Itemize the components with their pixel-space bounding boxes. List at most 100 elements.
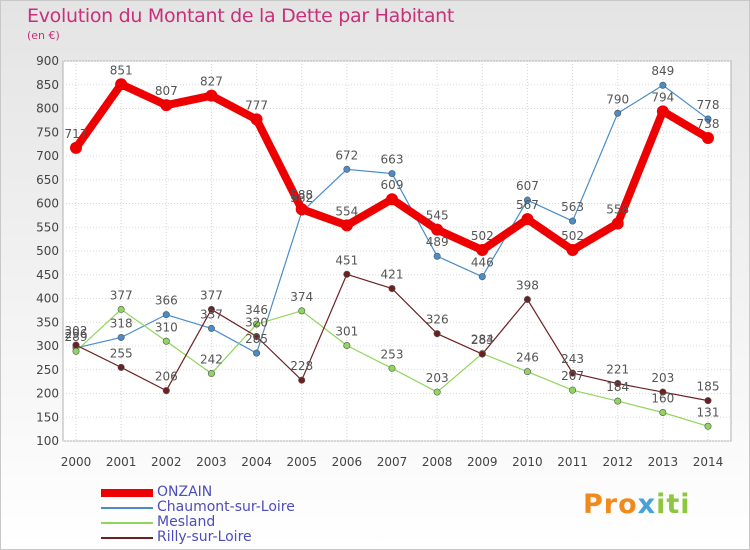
data-label: 558 bbox=[606, 202, 629, 216]
x-tick-label: 2004 bbox=[241, 455, 272, 469]
data-label: 185 bbox=[697, 380, 720, 394]
data-label: 851 bbox=[110, 63, 133, 77]
data-point bbox=[523, 368, 531, 376]
legend-swatch bbox=[101, 488, 153, 497]
y-tick-label: 900 bbox=[36, 54, 59, 68]
data-label: 790 bbox=[606, 92, 629, 106]
legend-label: Mesland bbox=[157, 514, 216, 530]
data-label: 398 bbox=[516, 278, 539, 292]
data-label: 849 bbox=[651, 64, 674, 78]
data-point bbox=[340, 219, 353, 232]
data-label: 289 bbox=[65, 330, 88, 344]
chart-title: Evolution du Montant de la Dette par Hab… bbox=[27, 5, 455, 27]
x-tick-label: 2012 bbox=[602, 455, 633, 469]
data-label: 738 bbox=[697, 117, 720, 131]
data-point bbox=[659, 388, 667, 396]
data-label: 284 bbox=[471, 333, 494, 347]
y-tick-label: 100 bbox=[36, 434, 59, 448]
data-point bbox=[162, 387, 170, 395]
data-label: 502 bbox=[471, 229, 494, 243]
x-tick-label: 2013 bbox=[648, 455, 679, 469]
y-tick-label: 800 bbox=[36, 102, 59, 116]
data-label: 221 bbox=[606, 363, 629, 377]
data-point bbox=[207, 324, 215, 332]
data-label: 778 bbox=[697, 98, 720, 112]
data-label: 588 bbox=[290, 188, 313, 202]
data-point bbox=[431, 223, 444, 236]
data-label: 203 bbox=[651, 371, 674, 385]
y-tick-label: 450 bbox=[36, 268, 59, 282]
data-label: 777 bbox=[245, 98, 268, 112]
data-point bbox=[343, 165, 351, 173]
data-point bbox=[162, 337, 170, 345]
legend-swatch bbox=[101, 536, 153, 539]
data-label: 563 bbox=[561, 200, 584, 214]
data-point bbox=[433, 330, 441, 338]
data-point bbox=[298, 376, 306, 384]
y-tick-label: 350 bbox=[36, 315, 59, 329]
legend-swatch bbox=[101, 506, 153, 509]
data-point bbox=[569, 386, 577, 394]
data-label: 285 bbox=[245, 332, 268, 346]
y-tick-label: 150 bbox=[36, 410, 59, 424]
y-tick-label: 200 bbox=[36, 387, 59, 401]
data-point bbox=[476, 244, 489, 257]
data-point bbox=[702, 131, 714, 144]
x-tick-label: 2001 bbox=[106, 455, 137, 469]
y-tick-label: 600 bbox=[36, 197, 59, 211]
data-point bbox=[72, 347, 80, 355]
data-point bbox=[656, 105, 669, 118]
data-point bbox=[478, 273, 486, 281]
data-label: 228 bbox=[290, 359, 313, 373]
data-label: 827 bbox=[200, 75, 223, 89]
data-point bbox=[386, 193, 398, 206]
data-label: 807 bbox=[155, 84, 178, 98]
x-tick-label: 2000 bbox=[61, 455, 92, 469]
data-label: 582 bbox=[290, 191, 313, 205]
x-tick-label: 2010 bbox=[512, 455, 543, 469]
legend-label: Chaumont-sur-Loire bbox=[157, 499, 295, 515]
y-tick-label: 500 bbox=[36, 244, 59, 258]
data-label: 672 bbox=[335, 148, 358, 162]
data-label: 663 bbox=[381, 153, 404, 167]
data-label: 554 bbox=[335, 204, 358, 218]
chart-unit: (en €) bbox=[27, 29, 60, 42]
data-point bbox=[523, 196, 531, 204]
data-label: 255 bbox=[110, 346, 133, 360]
data-label: 489 bbox=[426, 235, 449, 249]
data-point bbox=[569, 217, 577, 225]
data-label: 717 bbox=[65, 127, 88, 141]
data-point bbox=[250, 113, 263, 126]
data-label: 374 bbox=[290, 290, 313, 304]
data-label: 609 bbox=[381, 178, 404, 192]
x-tick-label: 2009 bbox=[467, 455, 498, 469]
data-point bbox=[659, 81, 667, 89]
x-tick-label: 2008 bbox=[422, 455, 453, 469]
legend-label: Rilly-sur-Loire bbox=[157, 529, 252, 545]
data-label: 203 bbox=[426, 371, 449, 385]
data-point bbox=[117, 363, 125, 371]
data-point bbox=[614, 380, 622, 388]
y-tick-label: 300 bbox=[36, 339, 59, 353]
data-label: 184 bbox=[606, 380, 629, 394]
y-tick-label: 700 bbox=[36, 149, 59, 163]
data-point bbox=[343, 342, 351, 350]
data-point bbox=[523, 295, 531, 303]
data-label: 301 bbox=[335, 325, 358, 339]
data-point bbox=[70, 141, 82, 154]
data-point bbox=[117, 305, 125, 313]
data-label: 207 bbox=[561, 369, 584, 383]
data-label: 502 bbox=[561, 229, 584, 243]
legend-label: ONZAIN bbox=[157, 484, 213, 500]
data-point bbox=[115, 78, 128, 91]
data-label: 567 bbox=[516, 198, 539, 212]
data-point bbox=[659, 408, 667, 416]
data-label: 451 bbox=[335, 253, 358, 267]
y-tick-label: 650 bbox=[36, 173, 59, 187]
data-label: 310 bbox=[155, 320, 178, 334]
data-label: 337 bbox=[200, 307, 223, 321]
proxiti-logo: Proxiti bbox=[583, 489, 691, 520]
data-label: 160 bbox=[651, 392, 674, 406]
data-label: 296 bbox=[65, 327, 88, 341]
